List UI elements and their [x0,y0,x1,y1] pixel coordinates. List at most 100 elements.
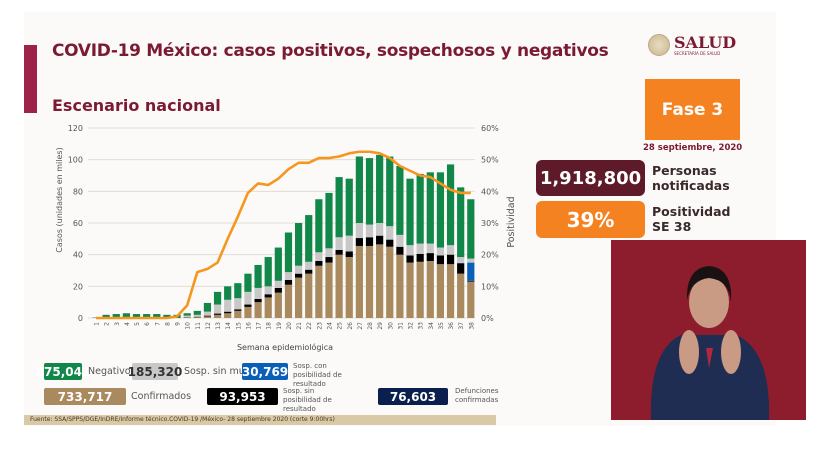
bar-segment [426,243,434,254]
bar-segment [274,287,282,293]
bar-segment [305,273,313,318]
bar-segment [163,314,171,318]
legend-confirmados-label: Confirmados [131,391,192,402]
bar-segment [254,302,262,318]
y-tick-label: 120 [68,124,83,133]
bar-segment [315,199,323,253]
salud-logo: SALUD SECRETARÍA DE SALUD [648,34,736,56]
bar-segment [254,299,262,303]
y2-tick-label: 40% [481,187,499,196]
bar-segment [446,245,455,255]
x-tick-label: 7 [154,322,161,326]
x-tick-label: 35 [438,322,445,330]
bar-segment [183,315,191,318]
x-tick-label: 11 [195,322,202,330]
bar-segment [386,239,394,247]
positivity-label-line1: Positividad [652,204,731,219]
bar-segment [386,226,394,240]
bar-segment [335,254,343,318]
bar-segment [213,304,222,314]
y-axis-label: Casos (unidades en miles) [55,147,64,252]
bar-segment [203,311,212,316]
bar-segment [335,249,343,255]
bar-segment [224,313,232,318]
bar-segment [295,277,303,318]
x-tick-label: 8 [164,322,171,326]
x-tick-label: 2 [104,322,111,326]
x-tick-label: 1 [94,322,101,326]
bar-segment [315,252,323,261]
seal-icon [648,34,670,56]
bar-segment [365,158,374,225]
bar-segment [213,313,222,315]
page-title: COVID-19 México: casos positivos, sospec… [52,41,609,61]
bar-segment [396,166,404,235]
x-tick-label: 23 [316,322,323,330]
x-tick-label: 5 [134,322,141,326]
bar-segment [396,254,404,318]
positivity-line [96,150,471,320]
x-tick-label: 13 [215,322,222,330]
bar-segment [396,246,404,255]
x-tick-label: 15 [235,322,242,330]
bar-segment [457,273,465,318]
phase-badge: Fase 3 [645,79,740,140]
x-tick-label: 34 [428,322,435,330]
x-tick-label: 30 [387,322,394,330]
x-tick-label: 33 [418,322,425,330]
bar-segment [203,316,212,318]
x-tick-label: 20 [286,322,293,330]
bar-segment [406,255,414,263]
x-tick-label: 19 [276,322,283,330]
bar-segment [386,246,394,318]
source-footer: Fuente: SSA/SPPS/DGE/InDRE/Informe técni… [24,415,496,425]
x-tick-label: 24 [326,322,333,330]
bar-segment [345,257,353,318]
y2-tick-label: 60% [481,124,499,133]
bar-segment [274,247,282,281]
bar-segment [416,243,424,254]
x-tick-label: 36 [448,322,455,330]
x-tick-label: 28 [367,322,374,330]
bar-segment [446,264,455,318]
bar-segment [446,164,455,246]
bar-segment [254,287,262,299]
bar-segment [284,280,293,285]
bar-segment [213,314,222,318]
bar-segment [234,310,242,318]
bar-segment [112,314,120,318]
y-tick-label: 0 [78,314,83,323]
bar-segment [467,199,475,259]
bar-segment [426,172,434,244]
notified-value: 1,918,800 [536,160,645,196]
x-tick-label: 26 [347,322,354,330]
bar-segment [325,248,333,258]
legend-con-posibilidad-label: Sosp. con posibilidad de resultado [293,362,342,388]
bar-segment [376,154,384,223]
legend-negativos-label: Negativos [88,366,136,377]
bar-segment [325,257,333,263]
y2-tick-label: 0% [481,314,494,323]
y2-tick-label: 30% [481,219,499,228]
bar-segment [335,237,343,250]
bar-segment [183,313,191,316]
bar-segment [264,286,272,295]
bar-segment [355,245,363,318]
bar-segment [244,306,252,318]
notified-label: Personas notificadas [652,163,730,193]
x-tick-label: 10 [185,322,192,330]
bar-segment [376,244,384,318]
bar-segment [457,257,465,263]
y-tick-label: 40 [73,251,83,260]
positivity-label: Positividad SE 38 [652,204,731,234]
bar-segment [193,317,201,318]
bar-segment [355,156,363,223]
x-tick-label: 29 [377,322,384,330]
bar-segment [193,310,201,315]
bar-segment [355,223,363,239]
bar-segment [315,261,323,266]
page-subtitle: Escenario nacional [52,96,221,115]
bar-segment [406,178,414,246]
bar-segment [234,283,242,299]
